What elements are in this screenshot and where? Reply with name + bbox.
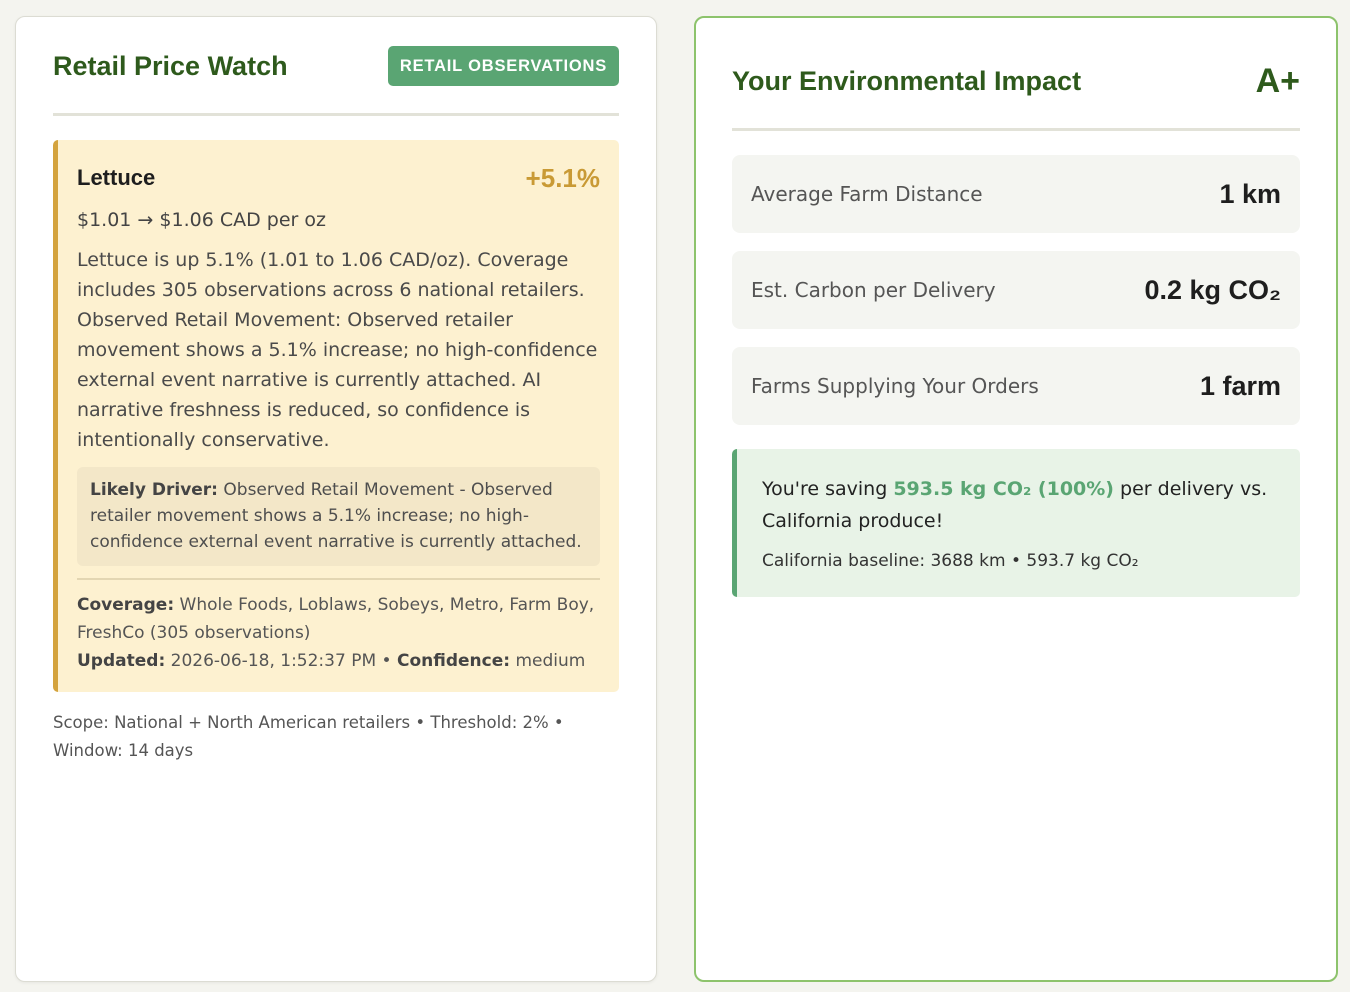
stat-value: 1 farm	[1199, 370, 1281, 401]
savings-amount: 593.5 kg CO₂ (100%)	[893, 478, 1114, 500]
retail-card-header: Retail Price Watch RETAIL OBSERVATIONS	[53, 17, 619, 116]
savings-message: You're saving 593.5 kg CO₂ (100%) per de…	[762, 473, 1280, 537]
retail-card-title: Retail Price Watch	[53, 50, 288, 81]
california-baseline: California baseline: 3688 km • 593.7 kg …	[762, 551, 1139, 571]
stat-label: Average Farm Distance	[751, 182, 983, 206]
impact-grade: A+	[1255, 61, 1300, 100]
impact-card-header: Your Environmental Impact A+	[732, 18, 1300, 131]
scope-footnote: Scope: National + North American retaile…	[53, 713, 564, 760]
updated-line: Updated: 2026-06-18, 1:52:37 PM • Confid…	[77, 647, 600, 675]
stat-label: Est. Carbon per Delivery	[751, 278, 996, 302]
meta-separator: •	[381, 651, 392, 671]
alert-meta: Coverage: Whole Foods, Loblaws, Sobeys, …	[77, 591, 600, 675]
price-range: $1.01 → $1.06 CAD per oz	[77, 209, 326, 231]
confidence-label: Confidence:	[396, 651, 511, 671]
stat-value: 0.2 kg CO₂	[1144, 274, 1281, 305]
coverage-line: Coverage: Whole Foods, Loblaws, Sobeys, …	[77, 591, 600, 647]
updated-label: Updated:	[77, 651, 166, 671]
alert-divider	[77, 578, 600, 580]
coverage-text: Whole Foods, Loblaws, Sobeys, Metro, Far…	[77, 595, 595, 643]
retail-observations-badge: RETAIL OBSERVATIONS	[387, 46, 619, 86]
stat-average-farm-distance: Average Farm Distance 1 km	[732, 155, 1300, 233]
likely-driver-box: Likely Driver: Observed Retail Movement …	[77, 467, 600, 566]
stat-value: 1 km	[1219, 178, 1281, 209]
price-alert: Lettuce +5.1% $1.01 → $1.06 CAD per oz L…	[53, 140, 619, 692]
updated-text: 2026-06-18, 1:52:37 PM	[170, 651, 377, 671]
coverage-label: Coverage:	[77, 595, 175, 615]
price-alert-header: Lettuce +5.1%	[77, 158, 600, 198]
confidence-text: medium	[515, 651, 586, 671]
stat-farms-supplying: Farms Supplying Your Orders 1 farm	[732, 347, 1300, 425]
price-change: +5.1%	[525, 162, 600, 193]
savings-prefix: You're saving	[762, 478, 888, 500]
savings-callout: You're saving 593.5 kg CO₂ (100%) per de…	[732, 449, 1300, 597]
likely-driver-label: Likely Driver:	[90, 480, 218, 500]
retail-price-watch-card: Retail Price Watch RETAIL OBSERVATIONS L…	[15, 16, 657, 982]
savings-suffix: per delivery vs. California produce!	[762, 478, 1268, 532]
likely-driver-text: Observed Retail Movement - Observed reta…	[90, 480, 582, 552]
item-name: Lettuce	[77, 165, 156, 190]
environmental-impact-card: Your Environmental Impact A+ Average Far…	[694, 16, 1338, 982]
price-summary: Lettuce is up 5.1% (1.01 to 1.06 CAD/oz)…	[77, 249, 598, 451]
impact-card-title: Your Environmental Impact	[732, 65, 1082, 96]
stat-carbon-per-delivery: Est. Carbon per Delivery 0.2 kg CO₂	[732, 251, 1300, 329]
stat-label: Farms Supplying Your Orders	[751, 374, 1039, 398]
